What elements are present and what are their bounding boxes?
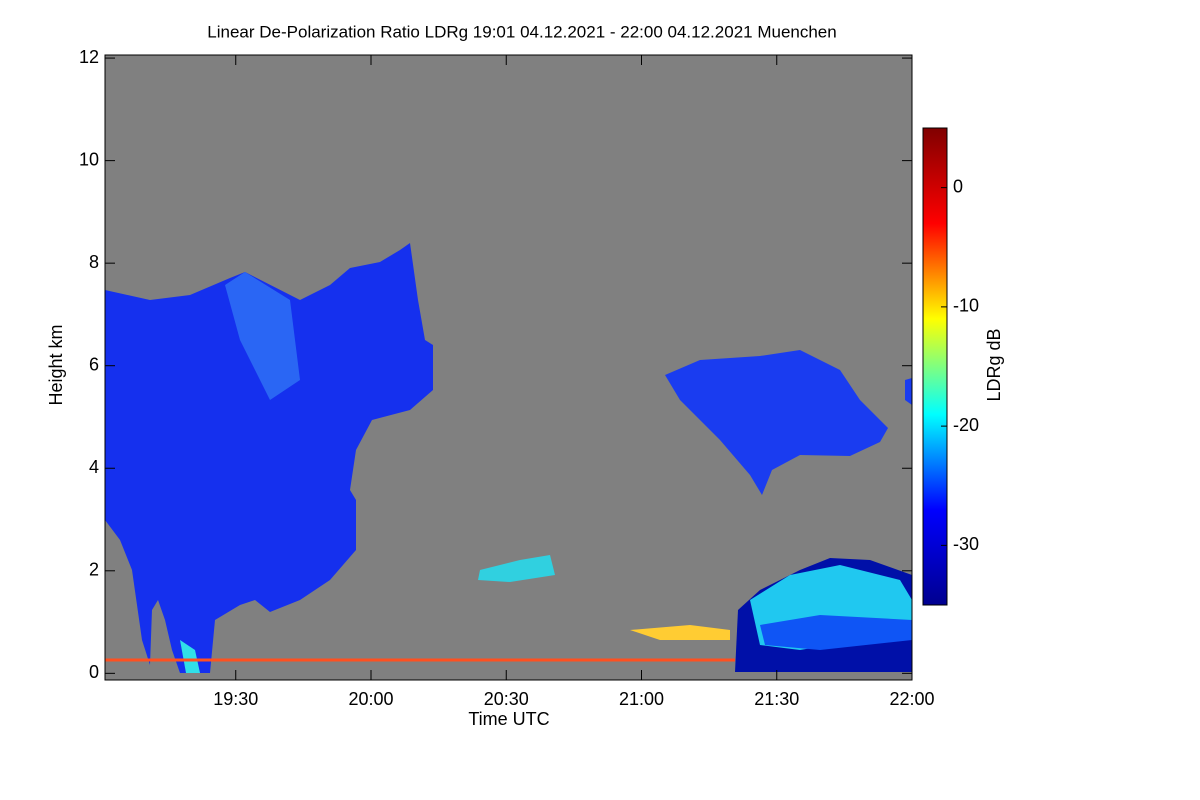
x-tick-label: 21:00 (619, 689, 664, 709)
y-tick-label: 0 (89, 662, 99, 682)
y-tick-label: 2 (89, 560, 99, 580)
colorbar-tick-label: -20 (953, 415, 979, 435)
y-tick-label: 8 (89, 252, 99, 272)
x-tick-label: 20:00 (348, 689, 393, 709)
y-tick-label: 6 (89, 354, 99, 374)
y-tick-label: 12 (79, 47, 99, 67)
x-tick-label: 19:30 (213, 689, 258, 709)
chart-title: Linear De-Polarization Ratio LDRg 19:01 … (207, 22, 836, 41)
plot-frame (104, 54, 913, 681)
y-tick-label: 10 (79, 149, 99, 169)
y-axis-label: Height km (46, 324, 66, 405)
low-cloud-layer (760, 615, 912, 650)
x-tick-label: 21:30 (754, 689, 799, 709)
x-tick-label: 20:30 (484, 689, 529, 709)
colorbar-label: LDRg dB (984, 328, 1004, 401)
colorbar-tick-label: -30 (953, 534, 979, 554)
aerosol-layer (478, 555, 555, 582)
leg-bright (180, 640, 200, 673)
colorbar-tick-label: -10 (953, 296, 979, 316)
cloud (105, 243, 433, 673)
colorbar (922, 127, 948, 606)
cloud-upper (225, 272, 300, 400)
cloud (665, 350, 888, 495)
backscatter-field (105, 243, 912, 673)
x-axis-label: Time UTC (468, 709, 549, 729)
x-tick-label: 22:00 (889, 689, 934, 709)
aerosol-layer (630, 625, 730, 640)
colorbar-tick-label: 0 (953, 176, 963, 196)
cloud (905, 378, 912, 405)
y-tick-label: 4 (89, 457, 99, 477)
